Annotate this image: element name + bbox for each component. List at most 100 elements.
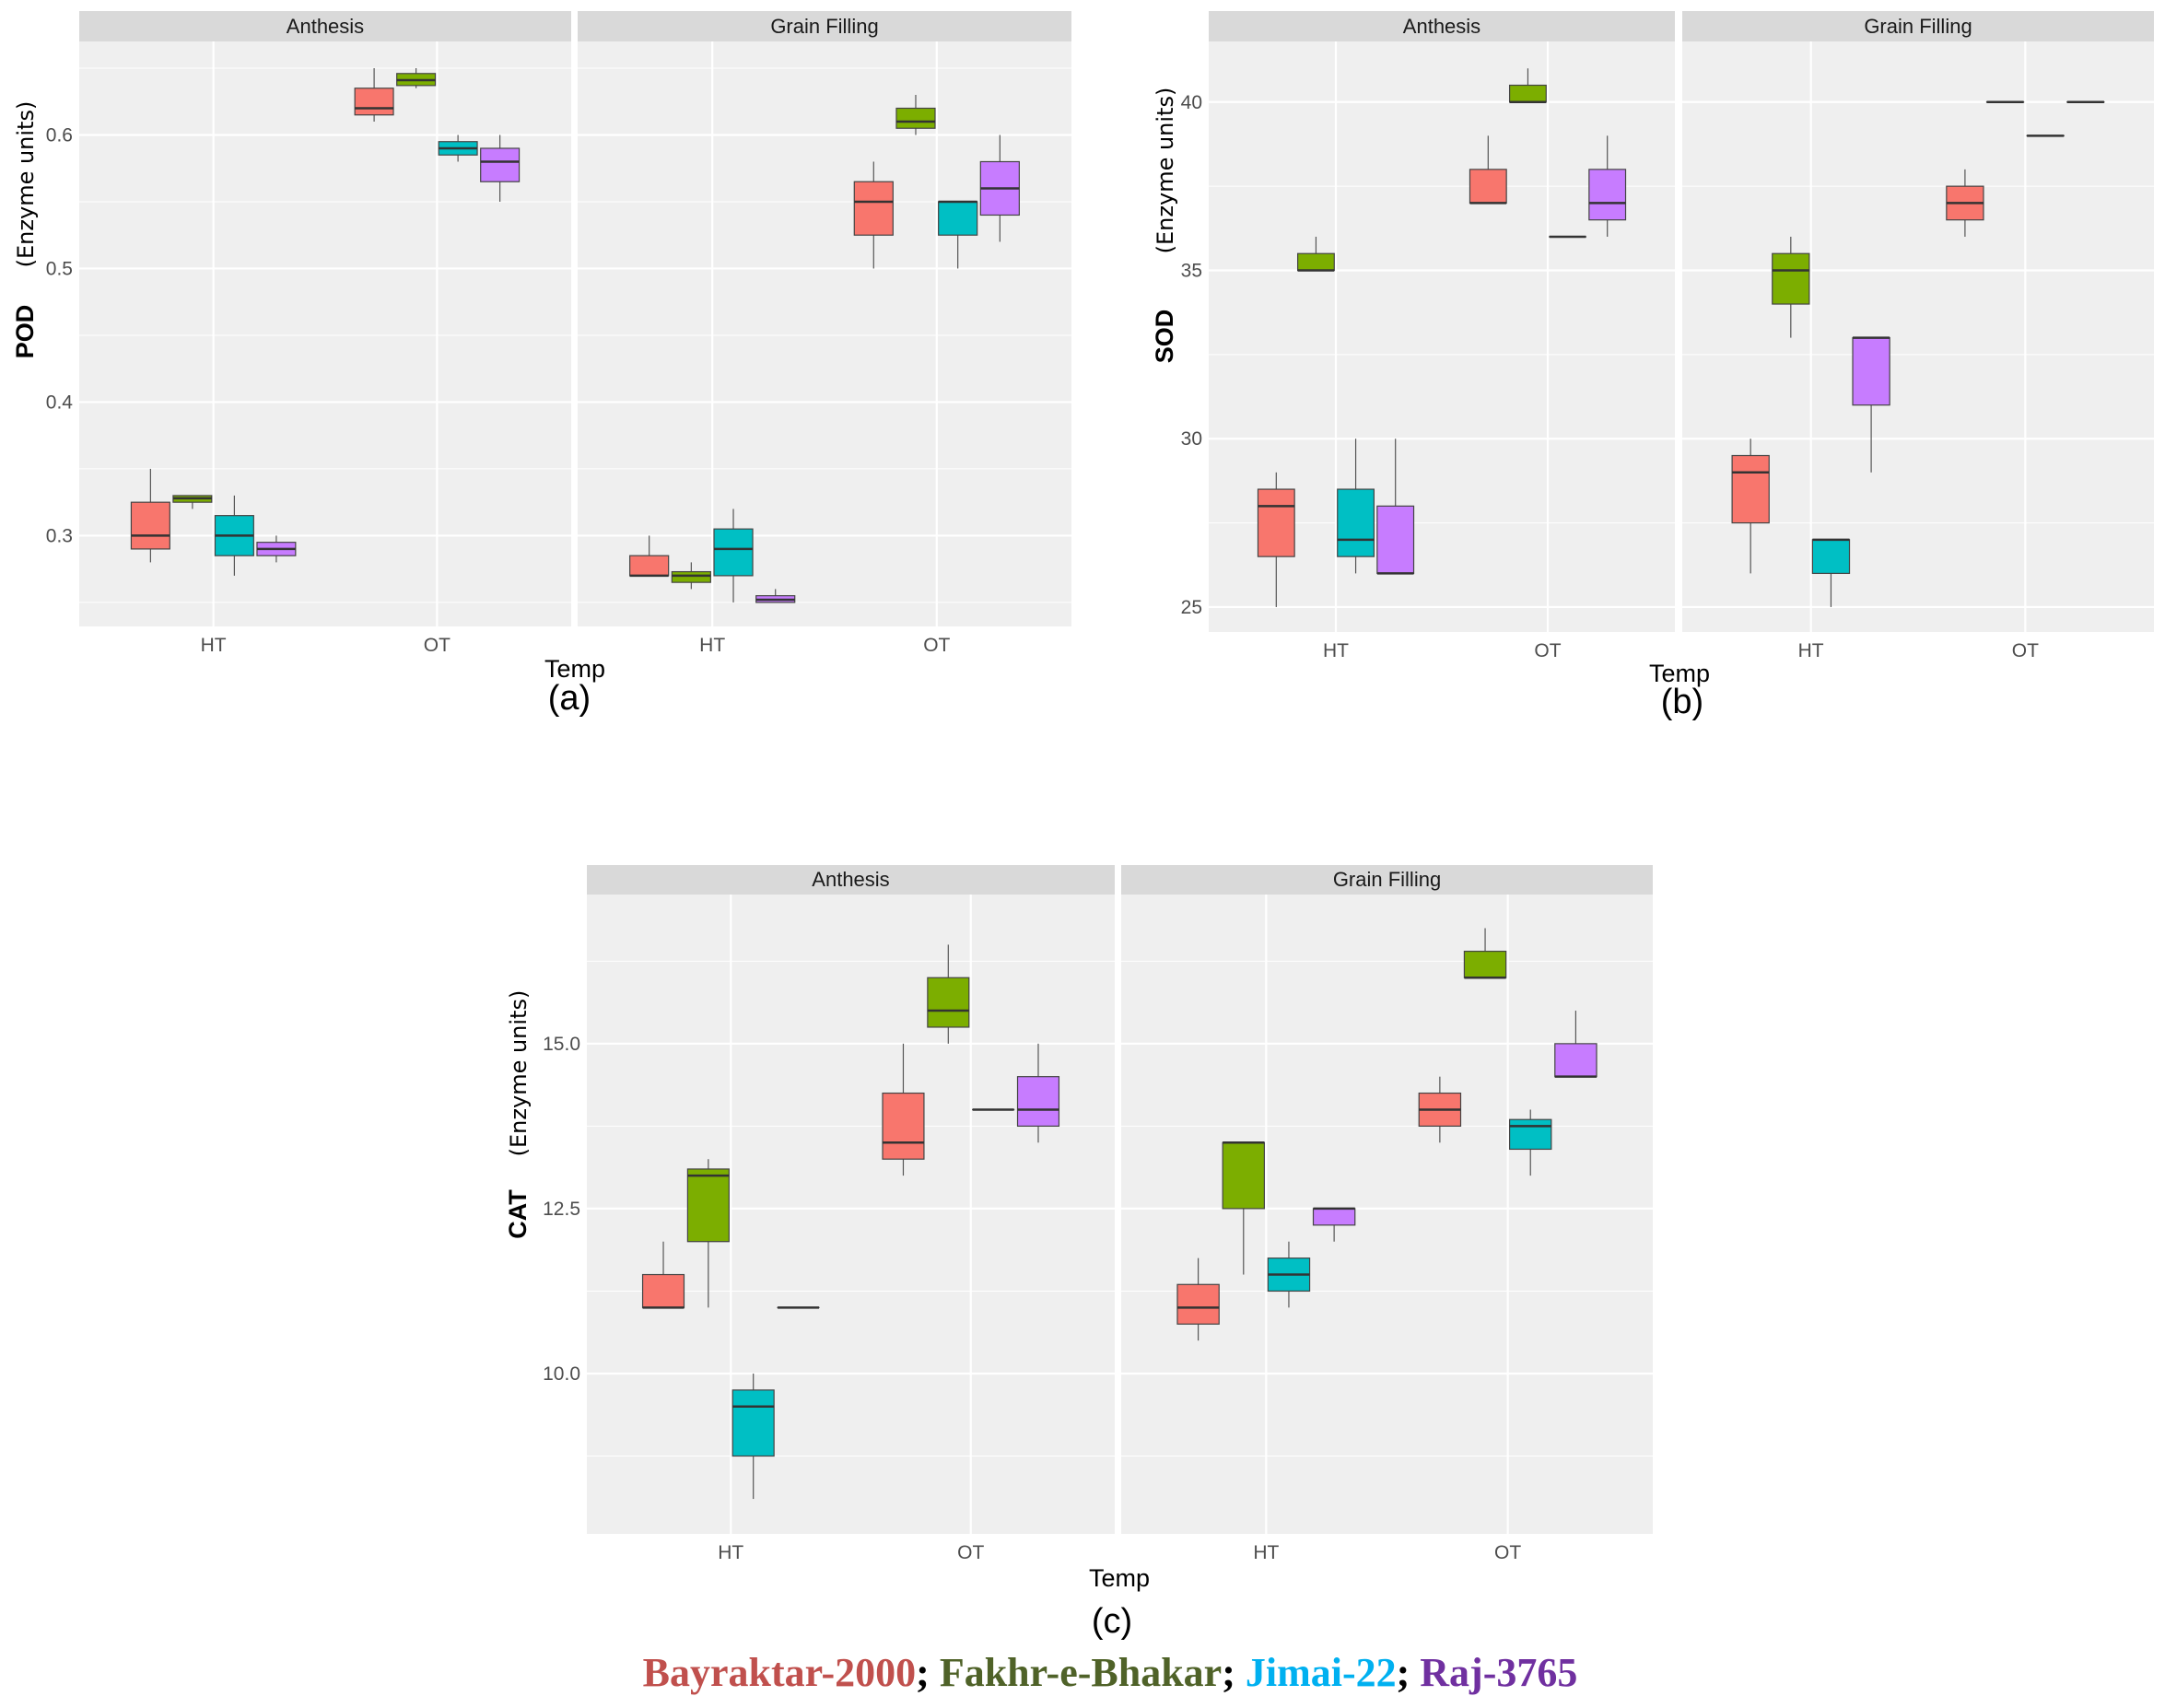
- box-iqr: [882, 1092, 925, 1160]
- box-jimai: [214, 495, 254, 576]
- x-tick-label: OT: [424, 635, 451, 656]
- facet-strip: [1209, 11, 1675, 41]
- box-raj: [256, 535, 297, 563]
- plot-panel: [587, 895, 1115, 1534]
- y-axis-label: CAT: [504, 1189, 532, 1239]
- facet-panel: Grain Filling HT OT: [1682, 11, 2154, 661]
- box-iqr: [130, 501, 170, 550]
- box-iqr: [1554, 1043, 1597, 1078]
- box-fakhr: [1772, 236, 1810, 338]
- legend-item-fakhr: Fakhr-e-Bhakar: [939, 1650, 1223, 1695]
- box-jimai: [1267, 1241, 1311, 1308]
- facet-strip-label: Anthesis: [287, 15, 364, 38]
- y-tick-label: 15.0: [543, 1034, 580, 1055]
- box-iqr: [713, 528, 754, 577]
- box-jimai: [938, 200, 978, 269]
- box-jimai: [1811, 538, 1851, 607]
- x-tick-label: HT: [1798, 640, 1824, 661]
- facet-panel: Anthesis HT OT: [587, 865, 1115, 1563]
- facet-strip: [587, 865, 1115, 895]
- box-iqr: [629, 555, 670, 577]
- y-tick-label: 40: [1181, 92, 1202, 113]
- box-iqr: [731, 1389, 775, 1457]
- box-fakhr: [1463, 928, 1507, 979]
- box-iqr: [1731, 454, 1770, 524]
- box-raj: [979, 135, 1020, 242]
- box-iqr: [895, 107, 936, 129]
- box-raj: [755, 589, 796, 603]
- panel-label: (b): [1661, 683, 1703, 721]
- box-jimai: [713, 509, 754, 602]
- box-bayraktar: [354, 67, 394, 122]
- box-iqr: [1257, 488, 1295, 557]
- box-iqr: [1016, 1076, 1060, 1127]
- y-tick-label: 10.0: [543, 1363, 580, 1385]
- x-tick-label: HT: [201, 635, 227, 656]
- box-raj: [1312, 1207, 1356, 1242]
- box-iqr: [1312, 1208, 1356, 1226]
- x-axis-label: Temp: [544, 655, 605, 683]
- y-axis-unit: (Enzyme units): [13, 101, 39, 268]
- box-iqr: [354, 88, 394, 116]
- panel-label: (a): [548, 679, 591, 718]
- y-tick-label: 0.5: [46, 258, 73, 279]
- box-iqr: [1337, 488, 1375, 557]
- box-iqr: [1811, 539, 1851, 575]
- y-tick-label: 12.5: [543, 1199, 580, 1220]
- legend-separator: ;: [1222, 1650, 1235, 1695]
- box-bayraktar: [130, 468, 170, 563]
- box-iqr: [480, 147, 521, 182]
- box-raj: [1016, 1043, 1060, 1143]
- y-axis-label: POD: [11, 305, 39, 359]
- box-jimai: [1337, 439, 1375, 574]
- box-bayraktar: [1469, 135, 1507, 205]
- box-iqr: [1508, 84, 1547, 103]
- box-iqr: [671, 570, 711, 583]
- facet-panel: Grain Filling HT OT: [1121, 865, 1653, 1563]
- box-fakhr: [671, 562, 711, 590]
- legend-item-jimai: Jimai-22: [1245, 1650, 1397, 1695]
- box-bayraktar: [1418, 1076, 1462, 1143]
- box-iqr: [1296, 252, 1335, 272]
- box-bayraktar: [882, 1043, 925, 1176]
- facet-strip: [1682, 11, 2154, 41]
- box-raj: [1852, 336, 1890, 473]
- facet-strip-label: Anthesis: [1403, 15, 1480, 38]
- panel-label: (c): [1092, 1602, 1132, 1641]
- box-iqr: [1176, 1283, 1220, 1325]
- x-tick-label: HT: [718, 1542, 743, 1563]
- facet-strip: [578, 11, 1071, 41]
- y-tick-label: 0.6: [46, 124, 73, 146]
- box-jimai: [1509, 1109, 1552, 1176]
- x-tick-label: OT: [2012, 640, 2039, 661]
- x-tick-label: HT: [1323, 640, 1349, 661]
- box-iqr: [1469, 169, 1507, 205]
- facet-strip-label: Grain Filling: [770, 15, 878, 38]
- x-axis-label: Temp: [1649, 660, 1710, 687]
- facet-strip: [79, 11, 571, 41]
- facet-strip-label: Grain Filling: [1333, 868, 1441, 891]
- plot-panel: [578, 41, 1071, 626]
- x-tick-label: OT: [1534, 640, 1561, 661]
- legend-item-raj: Raj-3765: [1420, 1650, 1578, 1695]
- box-fakhr: [927, 944, 970, 1044]
- x-tick-label: HT: [699, 635, 725, 656]
- box-iqr: [641, 1273, 685, 1308]
- y-axis-unit: (Enzyme units): [506, 990, 532, 1157]
- facet-strip-label: Grain Filling: [1864, 15, 1972, 38]
- box-bayraktar: [629, 535, 670, 578]
- box-fakhr: [172, 495, 213, 509]
- y-tick-label: 30: [1181, 428, 1202, 450]
- x-tick-label: OT: [923, 635, 950, 656]
- facet-strip-label: Anthesis: [812, 868, 889, 891]
- chart-pod: 0.3 0.4 0.5 0.6 Anthesis HT OT Grain Filling HT O…: [11, 11, 1071, 718]
- box-bayraktar: [1257, 472, 1295, 607]
- facet-panel: Anthesis HT OT: [79, 11, 571, 656]
- box-raj: [480, 135, 521, 202]
- legend: Bayraktar-2000; Fakhr-e-Bhakar; Jimai-22…: [0, 1649, 2165, 1696]
- box-raj: [1554, 1011, 1597, 1078]
- box-fakhr: [686, 1159, 730, 1308]
- box-fakhr: [895, 94, 936, 135]
- facet-panel: Grain Filling HT OT: [578, 11, 1071, 656]
